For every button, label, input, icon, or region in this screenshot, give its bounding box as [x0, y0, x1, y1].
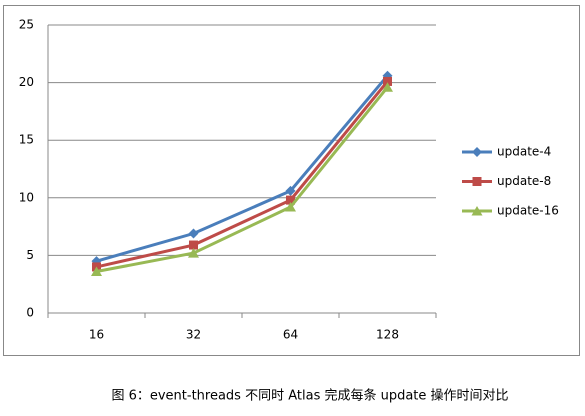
legend-label: update-16: [497, 204, 559, 218]
marker: [285, 185, 296, 196]
caption: 图 6：event-threads 不同时 Atlas 完成每条 update …: [111, 388, 508, 404]
marker: [286, 195, 295, 205]
marker: [188, 228, 199, 239]
legend-label: update-4: [497, 145, 551, 159]
x-tick-label: 16: [89, 328, 104, 342]
marker: [472, 147, 482, 157]
marker: [383, 76, 392, 86]
chart-frame: [3, 5, 580, 356]
marker: [188, 248, 199, 258]
y-tick-label: 5: [26, 248, 34, 262]
marker: [382, 82, 393, 92]
marker: [189, 240, 198, 250]
x-tick-label: 32: [186, 328, 201, 342]
marker: [285, 202, 296, 212]
marker: [472, 177, 482, 186]
line: [96, 80, 389, 269]
y-tick-label: 15: [19, 133, 34, 147]
x-tick-label: 128: [376, 328, 399, 342]
y-tick-label: 25: [19, 18, 34, 32]
line: [96, 86, 389, 274]
x-tick-label: 64: [283, 328, 298, 342]
legend-label: update-8: [497, 174, 551, 188]
line: [96, 74, 389, 263]
y-tick-label: 10: [19, 190, 34, 204]
y-tick-label: 20: [19, 75, 34, 89]
marker: [471, 206, 483, 216]
y-tick-label: 0: [26, 306, 34, 320]
marker: [91, 266, 102, 277]
